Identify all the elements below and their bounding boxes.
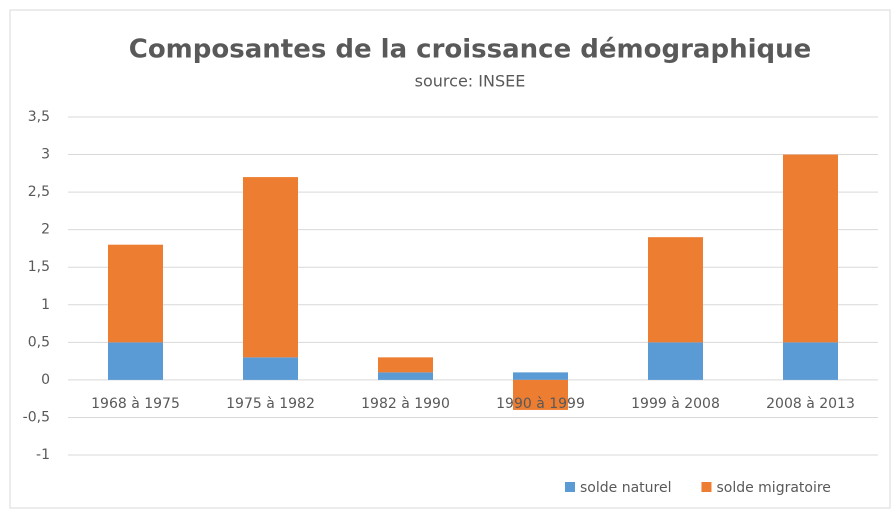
y-tick-label: 2 bbox=[41, 222, 50, 238]
bar bbox=[243, 177, 298, 358]
x-tick-label: 1975 à 1982 bbox=[226, 396, 315, 412]
legend-swatch bbox=[565, 482, 575, 492]
y-tick-label: 1,5 bbox=[28, 259, 50, 275]
x-tick-label: 1982 à 1990 bbox=[361, 396, 450, 412]
y-tick-label: -0,5 bbox=[23, 409, 50, 425]
bar bbox=[108, 244, 163, 343]
bar bbox=[783, 342, 838, 380]
y-tick-label: 2,5 bbox=[28, 184, 50, 200]
bar bbox=[513, 379, 568, 410]
bar bbox=[648, 237, 703, 343]
x-tick-label: 1990 à 1999 bbox=[496, 396, 585, 412]
legend-label: solde naturel bbox=[580, 480, 671, 496]
y-tick-label: 3 bbox=[41, 147, 50, 163]
x-tick-label: 1999 à 2008 bbox=[631, 396, 720, 412]
bar bbox=[378, 357, 433, 373]
y-tick-label: 0,5 bbox=[28, 334, 50, 350]
y-tick-label: 0 bbox=[41, 372, 50, 388]
bar bbox=[513, 372, 568, 380]
bar bbox=[108, 342, 163, 380]
bar bbox=[243, 357, 298, 380]
y-tick-label: 1 bbox=[41, 297, 50, 313]
chart-title: Composantes de la croissance démographiq… bbox=[129, 35, 812, 65]
x-tick-label: 2008 à 2013 bbox=[766, 396, 855, 412]
bar bbox=[648, 342, 703, 380]
bar bbox=[783, 154, 838, 343]
legend-label: solde migratoire bbox=[716, 480, 830, 496]
x-tick-label: 1968 à 1975 bbox=[91, 396, 180, 412]
chart-subtitle: source: INSEE bbox=[415, 72, 526, 91]
y-tick-label: 3,5 bbox=[28, 109, 50, 125]
y-tick-label: -1 bbox=[36, 447, 50, 463]
legend-swatch bbox=[701, 482, 712, 492]
bar bbox=[378, 372, 433, 380]
